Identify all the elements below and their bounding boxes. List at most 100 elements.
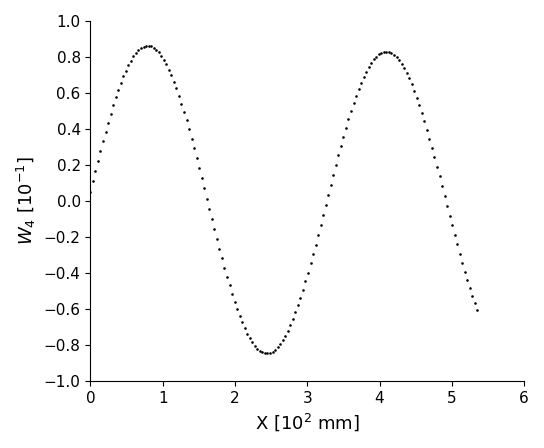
- Point: [329, 171, 338, 178]
- Point: [253, 345, 262, 352]
- Point: [258, 349, 267, 356]
- Point: [236, 312, 244, 319]
- Point: [180, 108, 188, 116]
- Point: [367, 59, 375, 66]
- Point: [220, 264, 229, 271]
- Point: [395, 56, 404, 64]
- Point: [182, 117, 191, 124]
- Point: [294, 302, 302, 309]
- Point: [233, 306, 242, 313]
- Point: [291, 309, 300, 316]
- Point: [91, 168, 100, 175]
- Point: [446, 212, 454, 219]
- Point: [466, 284, 474, 292]
- Point: [162, 61, 171, 68]
- Point: [458, 259, 467, 266]
- Point: [377, 49, 386, 56]
- Point: [382, 48, 391, 55]
- Point: [385, 48, 393, 56]
- Point: [357, 79, 366, 86]
- Point: [417, 109, 426, 116]
- Point: [304, 269, 312, 276]
- Point: [101, 128, 110, 135]
- Point: [175, 92, 183, 99]
- Point: [324, 191, 332, 198]
- Point: [96, 147, 105, 155]
- Point: [190, 145, 199, 152]
- Point: [134, 47, 143, 54]
- Point: [435, 172, 444, 180]
- Point: [420, 117, 429, 125]
- Point: [159, 56, 168, 63]
- Point: [225, 282, 234, 289]
- Point: [405, 75, 413, 82]
- Point: [273, 344, 282, 351]
- Point: [432, 163, 441, 170]
- Point: [240, 325, 249, 332]
- Point: [369, 56, 378, 63]
- Point: [438, 182, 447, 190]
- Point: [207, 215, 216, 223]
- Y-axis label: $W_4$ [10$^{-1}$]: $W_4$ [10$^{-1}$]: [15, 157, 38, 246]
- Point: [331, 162, 340, 169]
- Point: [308, 250, 317, 258]
- Point: [195, 164, 203, 172]
- Point: [351, 92, 360, 99]
- Point: [342, 125, 350, 132]
- Point: [407, 81, 416, 88]
- Point: [144, 42, 153, 49]
- Point: [374, 51, 383, 58]
- Point: [296, 294, 305, 302]
- Point: [279, 337, 287, 344]
- Point: [116, 79, 125, 86]
- Point: [397, 60, 406, 68]
- Point: [154, 49, 163, 56]
- Point: [460, 268, 469, 275]
- Point: [261, 349, 269, 357]
- Point: [403, 69, 411, 77]
- Point: [423, 126, 431, 133]
- Point: [152, 46, 160, 53]
- Point: [192, 155, 201, 162]
- Point: [210, 225, 219, 233]
- Point: [347, 108, 355, 115]
- Point: [202, 195, 211, 202]
- Point: [425, 135, 434, 142]
- Point: [283, 327, 292, 335]
- Point: [250, 342, 259, 349]
- Point: [314, 231, 323, 238]
- Point: [271, 346, 280, 353]
- Point: [316, 221, 325, 228]
- Point: [354, 86, 363, 93]
- Point: [473, 306, 482, 314]
- Point: [412, 94, 421, 101]
- Point: [450, 231, 459, 238]
- Point: [139, 43, 148, 50]
- Point: [149, 44, 158, 52]
- Point: [141, 42, 150, 49]
- Point: [319, 211, 327, 219]
- Point: [164, 66, 173, 73]
- Point: [268, 348, 277, 355]
- Point: [306, 260, 315, 267]
- Point: [463, 276, 472, 284]
- Point: [197, 175, 206, 182]
- Point: [213, 236, 221, 243]
- Point: [265, 349, 274, 357]
- Point: [132, 49, 140, 56]
- Point: [215, 246, 224, 253]
- Point: [448, 222, 456, 229]
- Point: [276, 340, 285, 348]
- Point: [372, 53, 381, 60]
- Point: [185, 126, 194, 133]
- Point: [238, 319, 246, 326]
- Point: [98, 138, 107, 145]
- Point: [453, 241, 462, 248]
- Point: [205, 205, 214, 212]
- Point: [428, 144, 436, 151]
- Point: [172, 85, 181, 92]
- Point: [440, 192, 449, 199]
- Point: [157, 52, 165, 60]
- Point: [228, 290, 237, 297]
- Point: [177, 100, 186, 107]
